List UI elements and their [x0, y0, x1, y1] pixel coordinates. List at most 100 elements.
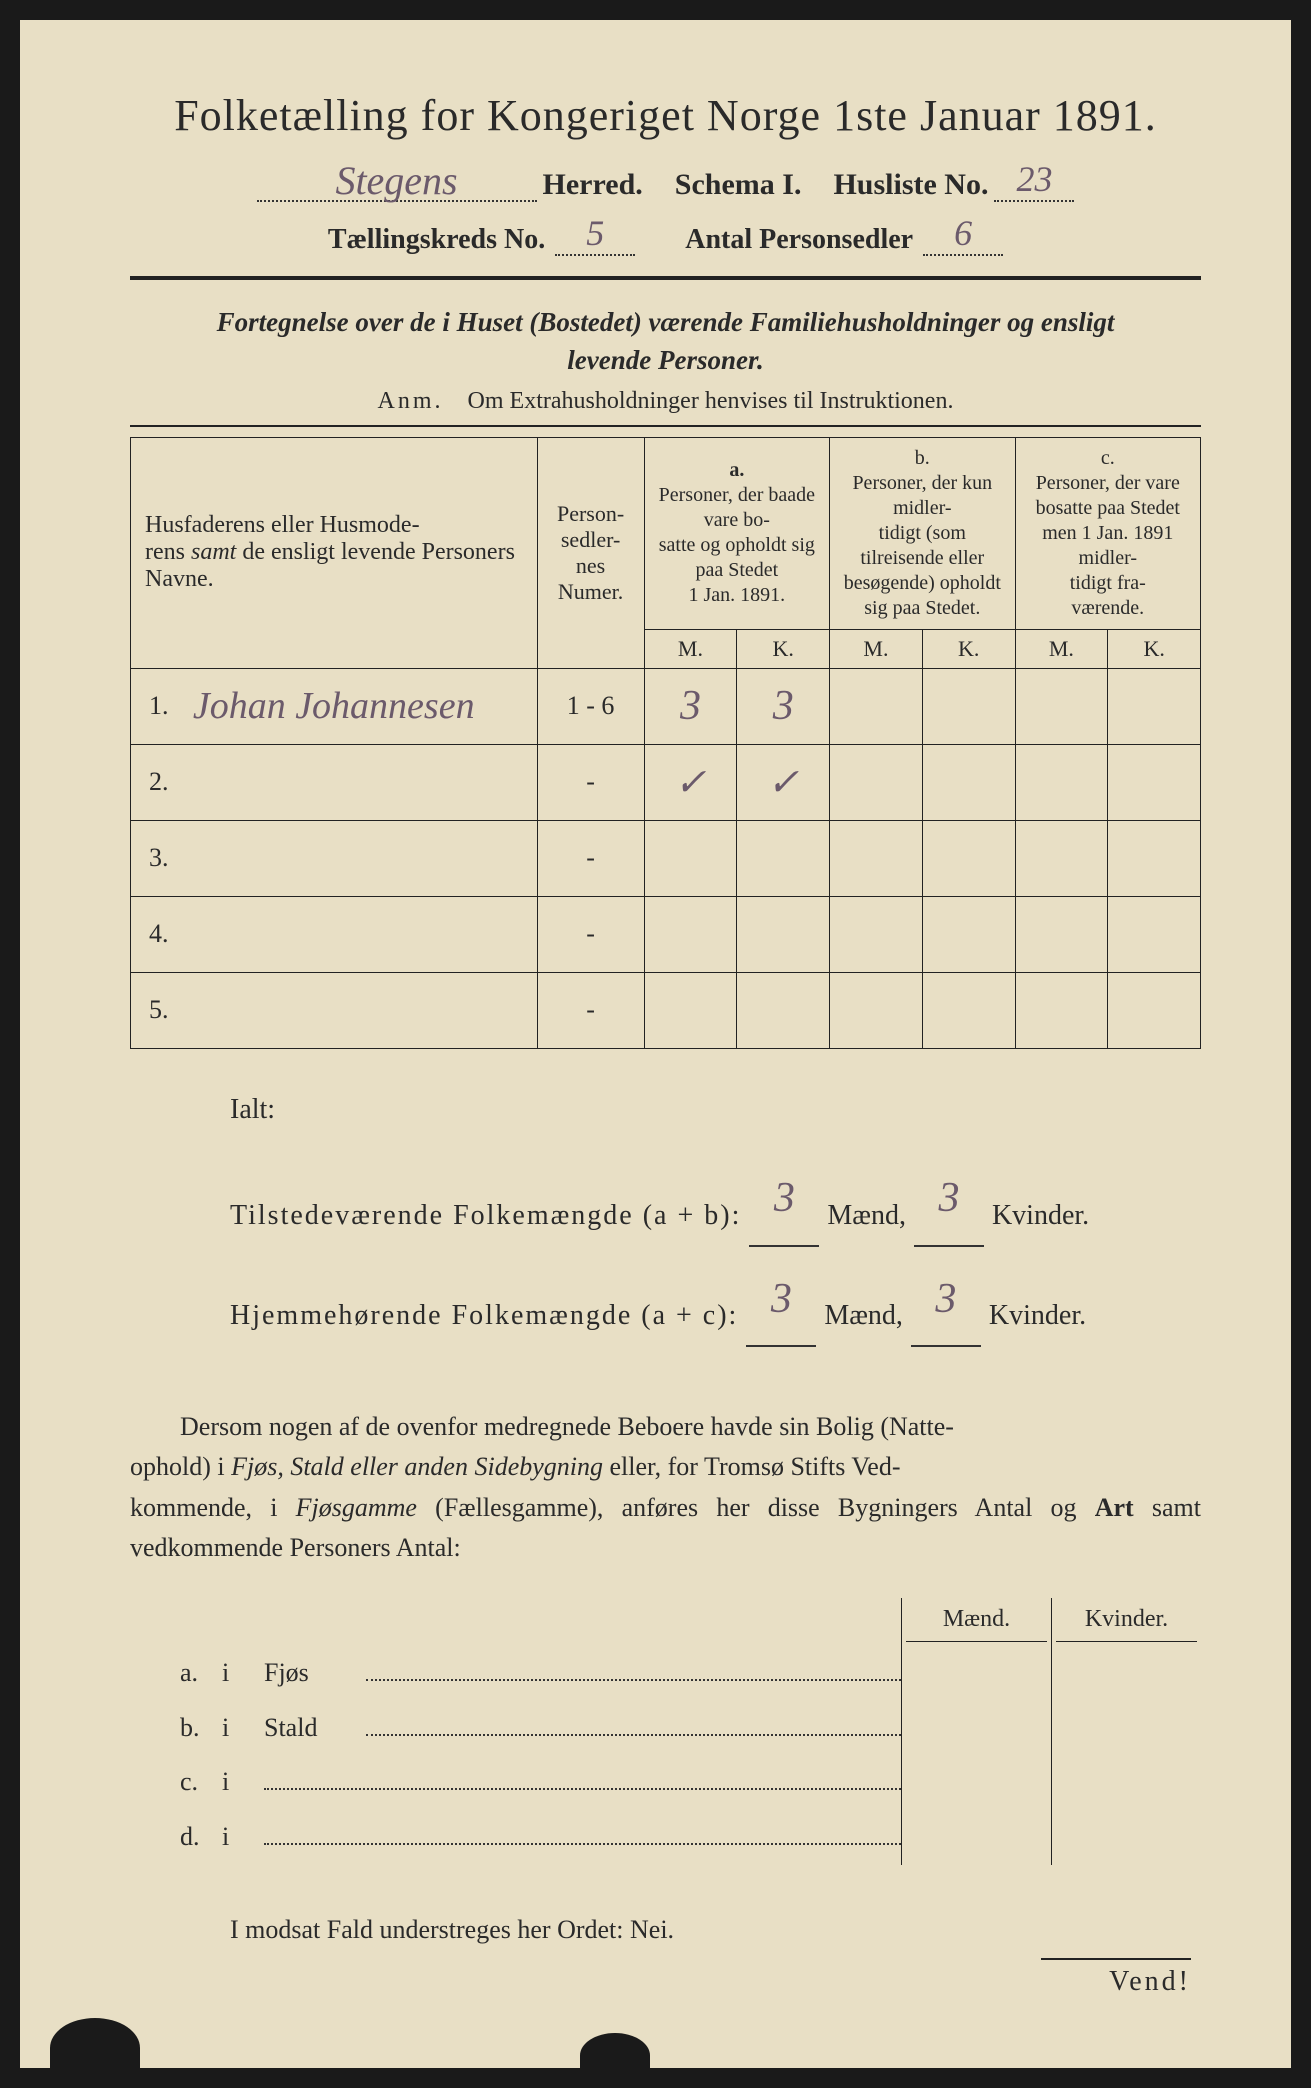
row-numer: - — [537, 972, 644, 1048]
torn-edge — [580, 2033, 650, 2078]
subtitle-note: Anm. Om Extrahusholdninger henvises til … — [130, 388, 1201, 415]
herred-field: Stegens — [257, 153, 537, 202]
row-name — [185, 820, 537, 896]
subtitle-line2: levende Personer. — [567, 345, 763, 375]
outb-label: b. — [180, 1701, 210, 1756]
personsedler-label: Antal Personsedler — [685, 224, 913, 256]
row-name — [185, 896, 537, 972]
anm-text: Om Extrahusholdninger henvises til Instr… — [468, 388, 954, 414]
rule-2 — [130, 425, 1201, 427]
group-c-text: Personer, der vare bosatte paa Stedet me… — [1036, 472, 1180, 619]
outb-header-k: Kvinder. — [1056, 1606, 1197, 1642]
torn-edge — [50, 2018, 140, 2078]
row-name — [185, 972, 537, 1048]
tilstede-label: Tilstedeværende Folkemængde (a + b): — [230, 1185, 741, 1247]
tilstede-k-field: 3 — [914, 1152, 984, 1246]
personsedler-value: 6 — [954, 213, 972, 253]
outb-header-m: Mænd. — [906, 1606, 1047, 1642]
row-num: 4. — [131, 896, 185, 972]
row-c-k — [1108, 744, 1201, 820]
header-row-1: Stegens Herred. Schema I. Husliste No. 2… — [130, 153, 1201, 202]
body-paragraph: Dersom nogen af de ovenfor medregnede Be… — [130, 1407, 1201, 1568]
row-a-m: 3 — [644, 668, 737, 744]
row-name: Johan Johannesen — [185, 668, 537, 744]
census-table: Husfaderens eller Husmode-rens samt de e… — [130, 437, 1201, 1049]
subtitle: Fortegnelse over de i Huset (Bostedet) v… — [130, 304, 1201, 380]
outb-label: d. — [180, 1810, 210, 1865]
group-a-text: Personer, der baade vare bo-satte og oph… — [659, 484, 815, 606]
kreds-value: 5 — [586, 213, 604, 253]
th-b-k: K. — [922, 629, 1015, 668]
row-numer: 1 - 6 — [537, 668, 644, 744]
table-row: 1. Johan Johannesen 1 - 6 3 3 — [131, 668, 1201, 744]
row-a-m: ✓ — [644, 744, 737, 820]
table-row: 2. - ✓ ✓ — [131, 744, 1201, 820]
hjemme-m-field: 3 — [746, 1253, 816, 1347]
th-group-b: b. Personer, der kun midler-tidigt (som … — [830, 437, 1015, 629]
group-b-text: Personer, der kun midler-tidigt (som til… — [844, 472, 1001, 619]
outb-i: i — [222, 1810, 252, 1865]
row-numer: - — [537, 744, 644, 820]
herred-label: Herred. — [543, 168, 643, 202]
ialt-label: Ialt: — [230, 1079, 1201, 1141]
dots — [366, 1679, 901, 1681]
outb-row: a. i Fjøs — [180, 1646, 901, 1701]
husliste-label: Husliste No. — [833, 168, 988, 202]
rule-1 — [130, 276, 1201, 280]
hjemme-k-field: 3 — [911, 1253, 981, 1347]
th-names: Husfaderens eller Husmode-rens samt de e… — [131, 437, 538, 668]
row-num: 3. — [131, 820, 185, 896]
outb-i: i — [222, 1701, 252, 1756]
row-numer: - — [537, 896, 644, 972]
subtitle-line1: Fortegnelse over de i Huset (Bostedet) v… — [217, 307, 1115, 337]
main-title: Folketælling for Kongeriget Norge 1ste J… — [130, 90, 1201, 141]
th-names-em: samt — [191, 539, 236, 565]
outb-col-m: Mænd. — [902, 1598, 1052, 1864]
kvinder-label-2: Kvinder. — [989, 1285, 1086, 1347]
maend-label-2: Mænd, — [824, 1285, 903, 1347]
outb-col-k: Kvinder. — [1052, 1598, 1201, 1864]
outb-i: i — [222, 1646, 252, 1701]
row-num: 5. — [131, 972, 185, 1048]
table-row: 4. - — [131, 896, 1201, 972]
tilstede-m-field: 3 — [749, 1152, 819, 1246]
husliste-field: 23 — [994, 158, 1074, 202]
group-a-label: a. — [729, 459, 744, 481]
row-b-k — [922, 744, 1015, 820]
vend-label: Vend! — [1041, 1958, 1191, 1998]
outb-name: Fjøs — [264, 1646, 354, 1701]
row-c-m — [1015, 744, 1108, 820]
dots — [264, 1843, 901, 1845]
outbuildings-list: a. i Fjøs b. i Stald c. i d. i — [130, 1598, 901, 1864]
census-page: Folketælling for Kongeriget Norge 1ste J… — [20, 20, 1291, 2068]
header-row-2: Tællingskreds No. 5 Antal Personsedler 6 — [130, 212, 1201, 256]
maend-label: Mænd, — [827, 1185, 906, 1247]
outb-label: a. — [180, 1646, 210, 1701]
personsedler-field: 6 — [923, 212, 1003, 256]
outbuildings-cols: Mænd. Kvinder. — [901, 1598, 1201, 1864]
th-a-k: K. — [737, 629, 830, 668]
th-c-k: K. — [1108, 629, 1201, 668]
th-group-c: c. Personer, der vare bosatte paa Stedet… — [1015, 437, 1200, 629]
th-b-m: M. — [830, 629, 923, 668]
kreds-label: Tællingskreds No. — [328, 224, 545, 256]
census-tbody: 1. Johan Johannesen 1 - 6 3 3 2. - ✓ ✓ — [131, 668, 1201, 1048]
kreds-field: 5 — [555, 212, 635, 256]
anm-label: Anm. — [378, 388, 444, 414]
outbuildings-block: a. i Fjøs b. i Stald c. i d. i — [130, 1598, 1201, 1864]
row-name — [185, 744, 537, 820]
outb-label: c. — [180, 1755, 210, 1810]
row-b-m — [830, 668, 923, 744]
totals-tilstede: Tilstedeværende Folkemængde (a + b): 3 M… — [230, 1152, 1201, 1246]
th-a-m: M. — [644, 629, 737, 668]
row-num: 1. — [131, 668, 185, 744]
table-row: 3. - — [131, 820, 1201, 896]
totals-block: Ialt: Tilstedeværende Folkemængde (a + b… — [230, 1079, 1201, 1347]
th-c-m: M. — [1015, 629, 1108, 668]
husliste-value: 23 — [1016, 159, 1052, 199]
outb-name: Stald — [264, 1701, 354, 1756]
group-b-label: b. — [915, 447, 930, 469]
hjemme-label: Hjemmehørende Folkemængde (a + c): — [230, 1285, 738, 1347]
group-c-label: c. — [1101, 447, 1115, 469]
th-numer: Person-sedler-nesNumer. — [537, 437, 644, 668]
